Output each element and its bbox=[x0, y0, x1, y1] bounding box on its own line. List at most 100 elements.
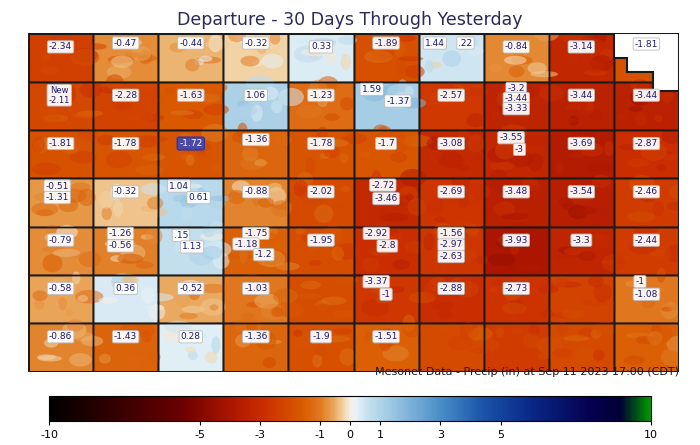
Ellipse shape bbox=[622, 241, 637, 247]
Bar bbox=[549, 82, 614, 130]
Ellipse shape bbox=[186, 347, 196, 353]
Ellipse shape bbox=[364, 332, 377, 345]
Ellipse shape bbox=[405, 241, 424, 254]
Ellipse shape bbox=[634, 225, 657, 235]
Text: -2.8: -2.8 bbox=[379, 242, 396, 251]
Text: -1.81: -1.81 bbox=[635, 40, 658, 49]
Ellipse shape bbox=[82, 43, 107, 50]
Ellipse shape bbox=[649, 250, 669, 256]
Bar bbox=[484, 275, 549, 323]
Ellipse shape bbox=[398, 186, 418, 203]
Ellipse shape bbox=[200, 298, 225, 316]
Ellipse shape bbox=[237, 122, 248, 140]
Ellipse shape bbox=[627, 158, 649, 167]
Ellipse shape bbox=[235, 34, 256, 44]
Ellipse shape bbox=[188, 332, 201, 348]
Ellipse shape bbox=[514, 85, 535, 99]
Ellipse shape bbox=[43, 254, 62, 272]
Ellipse shape bbox=[472, 139, 485, 152]
Ellipse shape bbox=[369, 68, 391, 74]
Ellipse shape bbox=[297, 172, 313, 188]
Ellipse shape bbox=[75, 290, 104, 303]
Bar bbox=[288, 227, 354, 275]
Bar bbox=[484, 275, 549, 323]
Ellipse shape bbox=[254, 294, 279, 309]
Ellipse shape bbox=[235, 334, 251, 348]
Ellipse shape bbox=[430, 40, 444, 48]
Ellipse shape bbox=[232, 180, 250, 193]
Ellipse shape bbox=[402, 315, 415, 332]
Bar bbox=[549, 227, 614, 275]
Ellipse shape bbox=[126, 113, 154, 122]
Ellipse shape bbox=[591, 329, 601, 339]
Text: -1.56: -1.56 bbox=[440, 229, 463, 238]
Bar bbox=[288, 178, 354, 227]
Ellipse shape bbox=[334, 310, 353, 318]
Bar bbox=[28, 227, 93, 275]
Ellipse shape bbox=[102, 207, 112, 220]
Ellipse shape bbox=[496, 328, 504, 337]
Bar bbox=[419, 130, 484, 178]
Bar bbox=[93, 323, 158, 372]
Ellipse shape bbox=[468, 135, 485, 152]
Ellipse shape bbox=[625, 33, 642, 43]
Bar bbox=[223, 82, 288, 130]
Ellipse shape bbox=[617, 114, 626, 120]
Ellipse shape bbox=[456, 37, 473, 46]
Ellipse shape bbox=[50, 28, 72, 44]
Ellipse shape bbox=[41, 54, 50, 61]
Bar bbox=[419, 227, 484, 275]
Ellipse shape bbox=[464, 322, 473, 335]
Ellipse shape bbox=[640, 143, 667, 161]
Text: -1.31: -1.31 bbox=[46, 193, 69, 202]
Ellipse shape bbox=[440, 82, 454, 95]
Text: -0.44: -0.44 bbox=[179, 39, 202, 48]
Ellipse shape bbox=[38, 356, 62, 361]
Ellipse shape bbox=[195, 149, 206, 157]
Ellipse shape bbox=[504, 251, 516, 267]
Ellipse shape bbox=[186, 190, 205, 199]
Ellipse shape bbox=[379, 335, 391, 351]
Text: -1.43: -1.43 bbox=[114, 332, 137, 341]
Text: -2.44: -2.44 bbox=[635, 236, 658, 245]
Bar bbox=[549, 130, 614, 178]
Ellipse shape bbox=[561, 203, 580, 210]
Bar bbox=[93, 33, 158, 82]
Ellipse shape bbox=[181, 333, 206, 339]
Ellipse shape bbox=[199, 284, 228, 293]
Bar bbox=[28, 275, 93, 323]
Bar bbox=[28, 275, 93, 323]
Ellipse shape bbox=[442, 50, 461, 67]
Ellipse shape bbox=[601, 254, 626, 272]
Ellipse shape bbox=[564, 335, 589, 341]
Bar bbox=[419, 82, 484, 130]
Text: -0.56: -0.56 bbox=[108, 242, 132, 251]
Ellipse shape bbox=[314, 205, 333, 223]
Ellipse shape bbox=[393, 41, 405, 57]
Ellipse shape bbox=[327, 88, 335, 98]
Text: -1.36: -1.36 bbox=[244, 135, 267, 144]
Ellipse shape bbox=[343, 133, 367, 144]
Text: -2.73: -2.73 bbox=[505, 284, 528, 293]
Ellipse shape bbox=[32, 202, 58, 216]
Ellipse shape bbox=[511, 328, 524, 335]
Bar bbox=[549, 82, 614, 130]
Ellipse shape bbox=[338, 36, 357, 45]
Ellipse shape bbox=[499, 238, 519, 243]
Ellipse shape bbox=[44, 233, 69, 243]
Bar bbox=[28, 323, 93, 372]
Ellipse shape bbox=[165, 86, 174, 95]
Ellipse shape bbox=[509, 65, 524, 77]
Bar bbox=[484, 82, 549, 130]
Ellipse shape bbox=[395, 92, 410, 99]
Ellipse shape bbox=[332, 277, 358, 283]
Ellipse shape bbox=[539, 311, 555, 318]
Ellipse shape bbox=[278, 88, 304, 106]
Ellipse shape bbox=[78, 189, 96, 206]
Ellipse shape bbox=[603, 300, 615, 313]
Ellipse shape bbox=[340, 153, 349, 163]
Ellipse shape bbox=[241, 56, 260, 66]
Bar bbox=[419, 323, 484, 372]
Ellipse shape bbox=[262, 54, 284, 69]
Ellipse shape bbox=[195, 59, 204, 65]
